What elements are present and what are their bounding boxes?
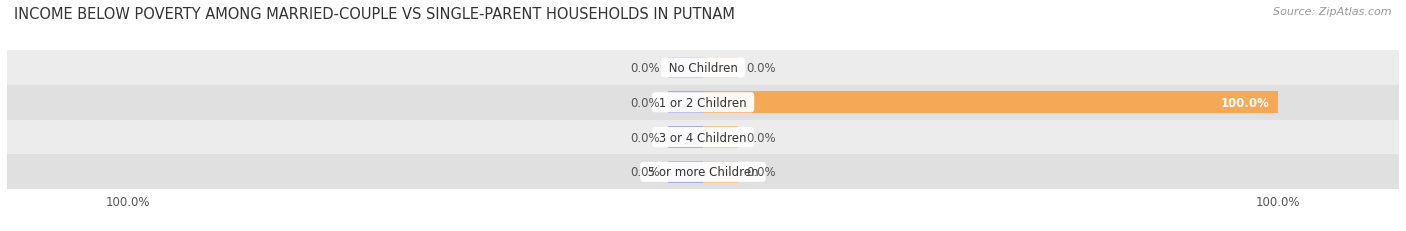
Text: 0.0%: 0.0% xyxy=(630,166,659,179)
Text: 0.0%: 0.0% xyxy=(630,62,659,75)
Text: 3 or 4 Children: 3 or 4 Children xyxy=(655,131,751,144)
Bar xyxy=(668,127,703,148)
Text: INCOME BELOW POVERTY AMONG MARRIED-COUPLE VS SINGLE-PARENT HOUSEHOLDS IN PUTNAM: INCOME BELOW POVERTY AMONG MARRIED-COUPL… xyxy=(14,7,735,22)
Text: Source: ZipAtlas.com: Source: ZipAtlas.com xyxy=(1274,7,1392,17)
Text: 0.0%: 0.0% xyxy=(747,131,776,144)
Text: No Children: No Children xyxy=(665,62,741,75)
Bar xyxy=(668,161,703,183)
Text: 0.0%: 0.0% xyxy=(747,62,776,75)
Bar xyxy=(7,85,1399,120)
Bar xyxy=(7,120,1399,155)
Text: 0.0%: 0.0% xyxy=(747,166,776,179)
Bar xyxy=(7,155,1399,189)
Text: 5 or more Children: 5 or more Children xyxy=(644,166,762,179)
Bar xyxy=(7,51,1399,85)
Text: 100.0%: 100.0% xyxy=(1220,96,1270,109)
Bar xyxy=(703,161,738,183)
Bar xyxy=(668,92,703,113)
Text: 1 or 2 Children: 1 or 2 Children xyxy=(655,96,751,109)
Bar xyxy=(668,57,703,79)
Bar xyxy=(703,57,738,79)
Bar xyxy=(703,127,738,148)
Bar xyxy=(703,92,1278,113)
Text: 0.0%: 0.0% xyxy=(630,96,659,109)
Text: 0.0%: 0.0% xyxy=(630,131,659,144)
